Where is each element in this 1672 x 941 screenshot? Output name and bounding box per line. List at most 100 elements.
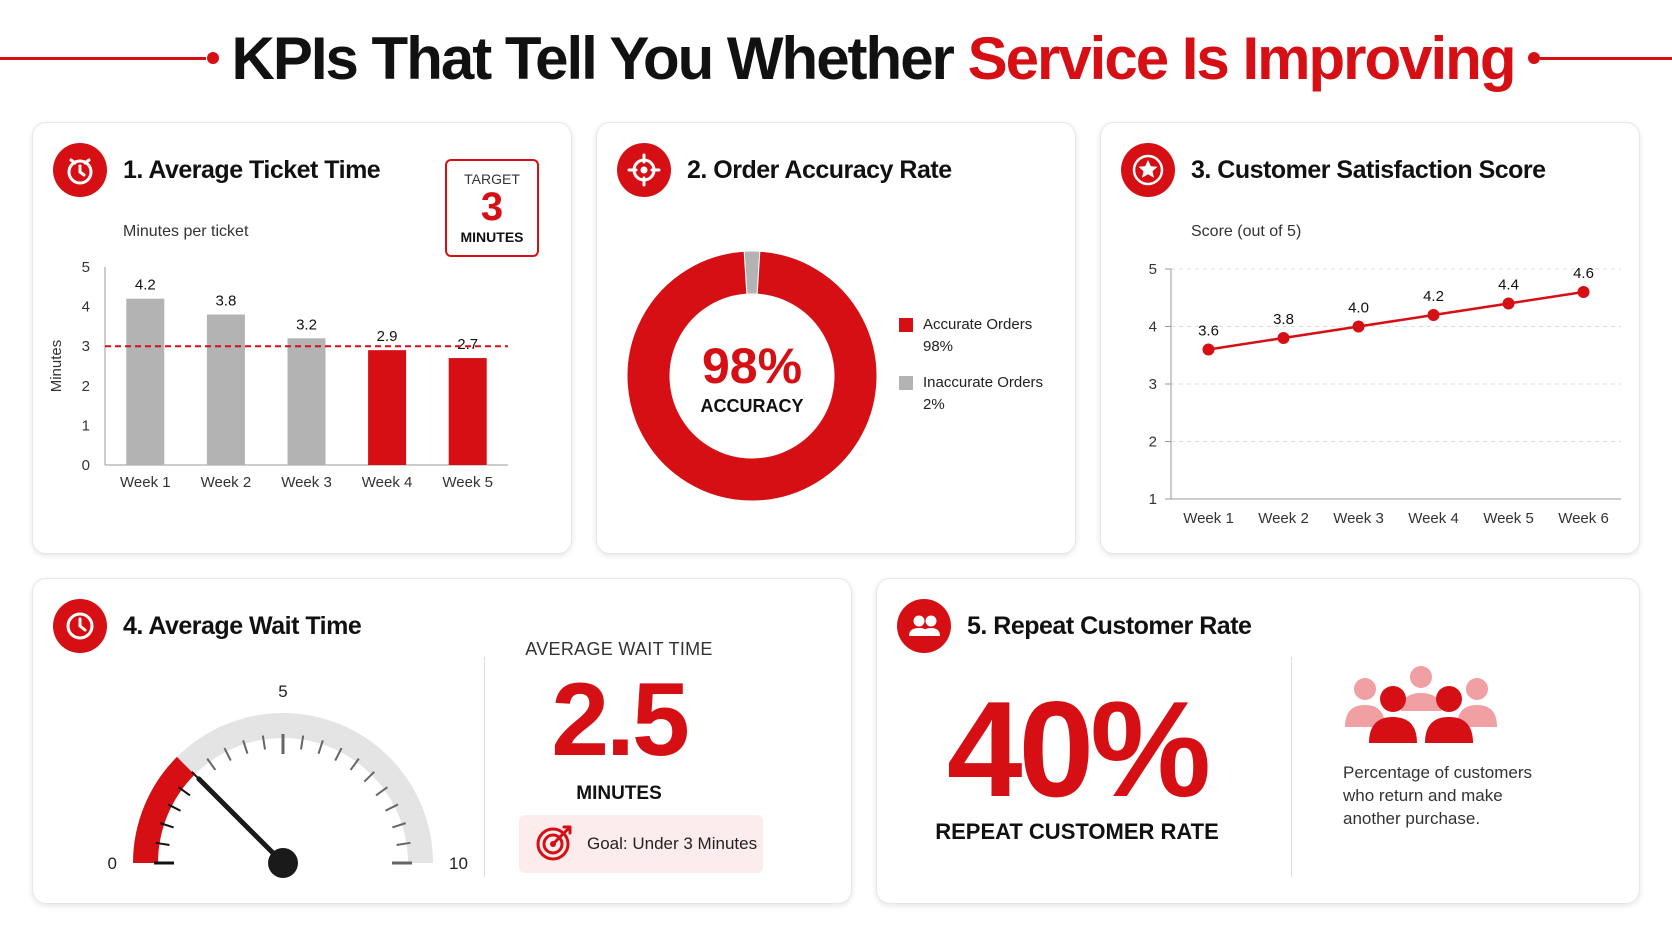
- title-rule-left: [0, 57, 206, 60]
- gauge-tick: [155, 841, 170, 846]
- stopwatch-icon: [53, 143, 107, 197]
- x-tick-label: Week 4: [362, 474, 413, 491]
- title-rule-right: [1540, 57, 1672, 60]
- bar: [368, 350, 407, 465]
- legend-value: 2%: [923, 396, 945, 413]
- gauge-track: [133, 713, 433, 863]
- gauge-tick: [349, 758, 360, 771]
- y-tick-label: 4: [1149, 319, 1157, 336]
- gauge-tick: [300, 735, 305, 750]
- chart-subtitle: Minutes per ticket: [123, 223, 249, 240]
- wait-time-unit: MINUTES: [576, 783, 662, 804]
- gauge-value-arc: [133, 756, 195, 863]
- x-tick-label: Week 1: [1183, 510, 1234, 527]
- data-label: 4.2: [135, 277, 156, 294]
- card-title: 1. Average Ticket Time: [123, 155, 381, 184]
- gauge-chart: 0 5 10: [108, 682, 468, 878]
- gauge-tick: [375, 786, 388, 797]
- card-title: 2. Order Accuracy Rate: [687, 155, 952, 184]
- y-tick-label: 2: [1149, 434, 1157, 451]
- y-tick-label: 3: [82, 338, 90, 355]
- bar: [448, 358, 487, 465]
- x-tick-label: Week 2: [201, 474, 252, 491]
- legend-value: 98%: [923, 338, 954, 355]
- wait-time-label: AVERAGE WAIT TIME: [525, 639, 713, 659]
- gauge-tick: [178, 786, 191, 797]
- y-axis-label: Minutes: [48, 340, 65, 393]
- y-tick-label: 2: [82, 378, 90, 395]
- gauge-tick: [396, 841, 411, 846]
- chart-subtitle: Score (out of 5): [1191, 223, 1302, 240]
- card-header: 4. Average Wait Time: [53, 599, 362, 653]
- legend-swatch-inaccurate: [899, 376, 913, 390]
- y-tick-label: 5: [82, 259, 90, 276]
- x-tick-label: Week 1: [120, 474, 171, 491]
- star-icon: [1121, 143, 1175, 197]
- title-accent: Service Is Improving: [967, 25, 1517, 92]
- x-tick-label: Week 5: [442, 474, 493, 491]
- x-tick-label: Week 2: [1258, 510, 1309, 527]
- data-label: 2.7: [457, 336, 478, 353]
- data-label: 3.6: [1198, 323, 1219, 340]
- gauge-tick: [242, 740, 249, 754]
- target-crosshair-icon: [617, 143, 671, 197]
- repeat-rate-value: 40%: [946, 673, 1211, 825]
- target-label: TARGET: [464, 171, 520, 187]
- gauge-tick: [334, 747, 343, 761]
- legend-item-accurate: Accurate Orders 98%: [899, 314, 1032, 358]
- y-tick-label: 5: [1149, 261, 1157, 278]
- data-label: 2.9: [377, 328, 398, 345]
- x-tick-label: Week 3: [1333, 510, 1384, 527]
- title-main: KPIs That Tell You Whether: [231, 25, 968, 92]
- gauge-tick: [206, 758, 217, 771]
- bar: [206, 314, 245, 465]
- data-label: 3.8: [215, 293, 236, 310]
- data-label: 4.4: [1498, 277, 1519, 294]
- card-title: 5. Repeat Customer Rate: [967, 611, 1252, 640]
- donut-center-label: ACCURACY: [701, 396, 804, 416]
- target-unit: MINUTES: [460, 229, 524, 245]
- goal-badge: Goal: Under 3 Minutes: [519, 815, 763, 873]
- legend-label: Inaccurate Orders: [923, 374, 1044, 391]
- gauge-tick: [160, 822, 174, 829]
- data-point: [1277, 332, 1290, 344]
- data-point: [1352, 320, 1365, 333]
- gauge-needle: [196, 776, 286, 866]
- x-tick-label: Week 4: [1408, 510, 1459, 527]
- y-tick-label: 1: [1149, 491, 1157, 508]
- series-line: [1208, 290, 1584, 351]
- data-point: [1427, 309, 1440, 321]
- gauge-tick-label: 10: [449, 854, 468, 873]
- gauge-tick-label: 5: [278, 682, 287, 701]
- legend-label: Accurate Orders: [923, 316, 1033, 333]
- legend-item-inaccurate: Inaccurate Orders 2%: [899, 372, 1043, 416]
- gauge-needle-hub: [268, 848, 298, 878]
- target-badge: TARGET 3 MINUTES: [445, 159, 539, 257]
- legend-swatch-accurate: [899, 318, 913, 332]
- card-header: 5. Repeat Customer Rate: [897, 599, 1252, 653]
- gauge-tick: [317, 740, 324, 754]
- card-header: 2. Order Accuracy Rate: [617, 143, 952, 197]
- card-order-accuracy-rate: 2. Order Accuracy Rate 98% ACCURACY Accu…: [596, 122, 1076, 554]
- repeat-rate-description: Percentage of customers who return and m…: [1343, 763, 1532, 828]
- page-title: KPIs That Tell You Whether Service Is Im…: [220, 24, 1526, 93]
- repeat-rate-label: REPEAT CUSTOMER RATE: [935, 819, 1219, 844]
- y-tick-label: 4: [82, 299, 90, 316]
- donut-chart: 98% ACCURACY: [626, 250, 878, 502]
- page-header: KPIs That Tell You Whether Service Is Im…: [0, 18, 1672, 98]
- gauge-tick: [392, 822, 406, 829]
- y-tick-label: 3: [1149, 376, 1157, 393]
- gauge-tick: [385, 803, 399, 812]
- y-tick-label: 0: [82, 457, 90, 474]
- donut-slice: [626, 250, 878, 502]
- card-average-wait-time: 4. Average Wait Time 0 5 10 AVERAGE WAIT T…: [32, 578, 852, 904]
- data-label: 3.2: [296, 316, 317, 333]
- title-dot-right: [1528, 52, 1540, 64]
- title-dot-left: [207, 52, 219, 64]
- x-tick-label: Week 6: [1558, 510, 1609, 527]
- clock-icon: [53, 599, 107, 653]
- gauge-tick: [223, 747, 232, 761]
- legend-text: Inaccurate Orders 2%: [923, 372, 1043, 416]
- card-divider: [484, 657, 485, 877]
- target-arrow-icon: [535, 822, 575, 867]
